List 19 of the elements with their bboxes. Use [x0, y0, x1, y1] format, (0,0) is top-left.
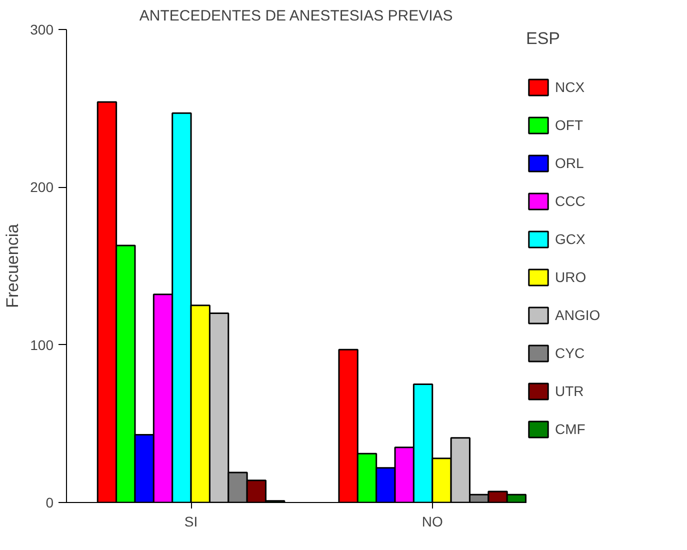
legend-title: ESP	[526, 29, 562, 49]
legend-label: ORL	[555, 155, 584, 171]
legend-label: OFT	[555, 117, 583, 133]
y-tick-label: 100	[30, 336, 54, 353]
legend-label: URO	[555, 269, 586, 285]
legend-label: CYC	[555, 345, 585, 361]
legend-label: NCX	[555, 79, 585, 95]
legend-label: CCC	[555, 193, 586, 209]
legend-label: GCX	[555, 231, 586, 247]
x-tick-label: NO	[422, 514, 443, 530]
chart-title: ANTECEDENTES DE ANESTESIAS PREVIAS	[139, 8, 453, 24]
y-tick-label: 0	[46, 494, 54, 510]
legend-label: CMF	[555, 421, 586, 437]
y-tick-label: 300	[30, 22, 54, 38]
y-tick-label: 200	[30, 179, 54, 196]
y-axis-title: Frecuencia	[3, 223, 22, 308]
legend-label: UTR	[555, 383, 584, 399]
legend-label: ANGIO	[555, 307, 600, 323]
x-tick-label: SI	[184, 514, 198, 530]
